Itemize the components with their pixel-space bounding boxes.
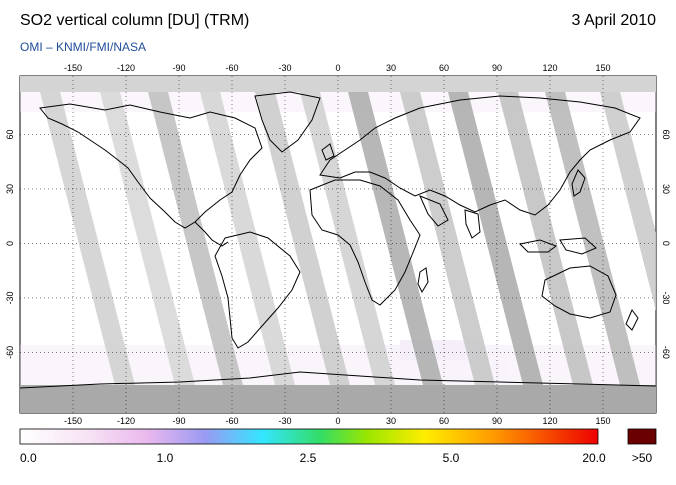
lat-tick-label-left: 30: [5, 184, 15, 194]
lat-tick-label-left: 0: [5, 241, 15, 246]
lon-tick-label-top: -90: [172, 63, 185, 73]
latitude-ticks-left: 60 30 0 -30 -60: [5, 129, 15, 358]
lon-tick-label-bottom: 0: [335, 416, 340, 426]
lon-tick-label-bottom: 120: [542, 416, 557, 426]
lon-tick-label-top: -60: [225, 63, 238, 73]
colorbar: [19, 428, 599, 445]
lat-tick-label-left: 60: [5, 129, 15, 139]
lat-tick-label-right: -30: [661, 291, 671, 304]
orbit-gap-stripe: [545, 92, 640, 385]
lon-tick-label-bottom: 150: [595, 416, 610, 426]
lon-tick-label-top: -150: [64, 63, 82, 73]
colorbar-label-3: 5.0: [442, 451, 460, 465]
lon-tick-label-top: -30: [278, 63, 291, 73]
lon-tick-label-top: 150: [595, 63, 610, 73]
lat-tick-label-right: 30: [661, 184, 671, 194]
orbit-gap-stripe: [348, 92, 443, 385]
colorbar-label-2: 2.5: [299, 451, 317, 465]
orbit-gap-stripe: [498, 92, 593, 385]
longitude-ticks-top: -150 -120 -90 -60 -30 0 30 60 90 120 150: [64, 63, 611, 73]
lon-tick-label-bottom: 90: [492, 416, 502, 426]
orbit-gap-stripe: [100, 92, 195, 385]
lat-tick-label-right: -60: [661, 346, 671, 359]
lon-tick-label-bottom: 60: [439, 416, 449, 426]
colorbar-label-min: 0.0: [20, 451, 37, 465]
colorbar-overflow-swatch: [627, 428, 657, 445]
orbit-gap-stripe: [448, 92, 543, 385]
orbit-gap-stripe: [600, 92, 656, 311]
lon-tick-label-bottom: -150: [64, 416, 82, 426]
lon-tick-label-top: 120: [542, 63, 557, 73]
lon-tick-label-top: 30: [386, 63, 396, 73]
map-title: SO2 vertical column [DU] (TRM): [20, 12, 250, 29]
colorbar-label-overflow: >50: [631, 451, 653, 465]
coastlines: [20, 91, 656, 389]
lat-tick-label-right: 60: [661, 129, 671, 139]
lon-tick-label-bottom: -120: [117, 416, 135, 426]
lon-tick-label-bottom: 30: [386, 416, 396, 426]
lon-tick-label-bottom: -90: [172, 416, 185, 426]
lon-tick-label-bottom: -60: [225, 416, 238, 426]
lon-tick-label-bottom: -30: [278, 416, 291, 426]
latitude-ticks-right: 60 30 0 -30 -60: [661, 129, 671, 358]
orbit-gap-stripe: [40, 92, 135, 385]
map-credits: OMI – KNMI/FMI/NASA: [20, 40, 147, 54]
colorbar-label-1: 1.0: [156, 451, 174, 465]
orbit-gap-stripe: [300, 92, 395, 385]
lon-tick-label-top: 0: [335, 63, 340, 73]
graticule: [20, 76, 656, 413]
orbit-gaps: [40, 92, 656, 385]
orbit-gap-stripe: [148, 92, 243, 385]
orbit-gap-stripe: [400, 92, 495, 385]
orbit-gap-stripe: [200, 92, 295, 385]
colorbar-label-4: 20.0: [582, 451, 606, 465]
lat-tick-label-left: -60: [5, 346, 15, 359]
longitude-ticks-bottom: -150 -120 -90 -60 -30 0 30 60 90 120 150: [64, 416, 611, 426]
lat-tick-label-left: -30: [5, 291, 15, 304]
lon-tick-label-top: 90: [492, 63, 502, 73]
lat-tick-label-right: 0: [661, 241, 671, 246]
lon-tick-label-top: 60: [439, 63, 449, 73]
orbit-gap-stripe: [255, 92, 350, 385]
map-date: 3 April 2010: [571, 12, 656, 29]
lon-tick-label-top: -120: [117, 63, 135, 73]
